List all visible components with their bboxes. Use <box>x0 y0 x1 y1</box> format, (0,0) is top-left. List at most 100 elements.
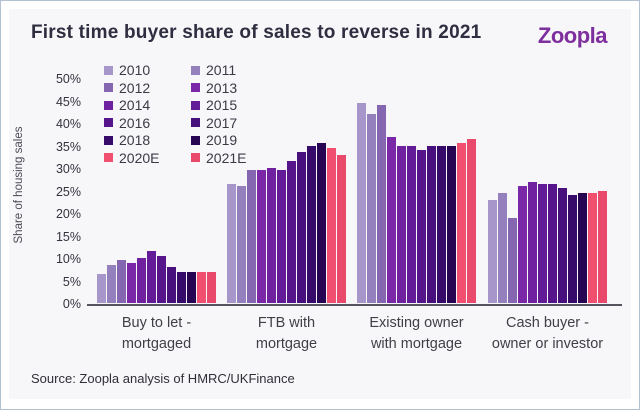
bar-2013-cat1 <box>127 262 136 303</box>
legend-label-2016: 2016 <box>119 114 151 131</box>
legend-label-2010: 2010 <box>119 62 151 78</box>
bar-2018-cat3 <box>437 145 446 303</box>
bar-2013-cat4 <box>518 186 527 303</box>
legend-swatch-2019 <box>191 135 200 145</box>
legend-swatch-2015 <box>191 100 200 110</box>
legend-item-2011: 2011 <box>191 62 246 78</box>
legend-item-2014: 2014 <box>104 97 191 113</box>
legend-swatch-2014 <box>104 100 113 110</box>
bar-2012-cat1 <box>117 260 126 303</box>
bar-group-3 <box>357 102 476 303</box>
y-tick-20: 20% <box>55 207 81 221</box>
category-label-3: Existing owner with mortgage <box>369 315 464 352</box>
bar-2011-cat4 <box>498 192 507 303</box>
legend-label-2015: 2015 <box>206 97 238 113</box>
bar-2012-cat3 <box>377 105 386 303</box>
y-tick-0: 0% <box>62 297 81 311</box>
legend-swatch-2016 <box>104 118 113 127</box>
bar-2020E-cat4 <box>588 192 597 303</box>
bar-2015-cat2 <box>277 170 286 303</box>
bar-group-2 <box>227 143 346 303</box>
source-note: Source: Zoopla analysis of HMRC/UKFinanc… <box>31 371 295 386</box>
category-label-1: Buy to let - mortgaged <box>121 315 192 352</box>
bar-2016-cat2 <box>287 161 296 303</box>
bar-2016-cat1 <box>157 255 166 303</box>
legend-label-2020E: 2020E <box>119 149 160 166</box>
bar-2017-cat4 <box>558 188 567 303</box>
bar-2021E-cat4 <box>598 190 607 303</box>
bar-2021E-cat1 <box>207 271 216 303</box>
bar-2016-cat4 <box>548 183 557 303</box>
bar-2020E-cat3 <box>457 143 466 303</box>
bar-2013-cat3 <box>387 136 396 303</box>
bar-2011-cat3 <box>367 114 376 303</box>
legend-swatch-2011 <box>191 65 200 75</box>
bar-2021E-cat3 <box>467 138 476 303</box>
legend-label-2017: 2017 <box>206 114 238 131</box>
bar-2013-cat2 <box>257 170 266 303</box>
y-tick-50: 50% <box>55 72 81 86</box>
bar-group-4 <box>488 181 607 303</box>
bar-2011-cat2 <box>237 186 246 303</box>
bar-2018-cat1 <box>177 271 186 303</box>
bar-2016-cat3 <box>417 150 426 303</box>
y-tick-35: 35% <box>55 139 81 154</box>
bar-2012-cat4 <box>508 217 517 303</box>
bar-2020E-cat1 <box>197 271 206 303</box>
legend-item-2010: 2010 <box>104 62 191 78</box>
bar-2018-cat4 <box>568 195 577 303</box>
bar-2017-cat1 <box>167 267 176 303</box>
legend-item-2021E: 2021E <box>191 149 247 166</box>
bar-2010-cat3 <box>357 102 366 303</box>
bar-2015-cat3 <box>407 145 416 303</box>
y-tick-40: 40% <box>55 117 81 131</box>
chart-legend: 2010 2011 2012 2013 2014 2015 2016 2017 2018 2019… <box>104 62 247 166</box>
legend-label-2018: 2018 <box>119 132 151 148</box>
y-tick-10: 10% <box>55 252 81 266</box>
legend-swatch-2020E <box>104 153 113 162</box>
legend-label-2014: 2014 <box>119 97 151 113</box>
bar-2021E-cat2 <box>337 154 346 303</box>
bar-2014-cat2 <box>267 168 276 303</box>
bar-2014-cat4 <box>528 181 537 303</box>
bar-2010-cat4 <box>488 199 497 303</box>
bar-2012-cat2 <box>247 170 256 303</box>
bar-2018-cat2 <box>307 145 316 303</box>
legend-item-2016: 2016 <box>104 114 191 131</box>
category-label-2: FTB with mortgage <box>255 315 318 352</box>
legend-label-2012: 2012 <box>119 79 151 96</box>
bar-2010-cat2 <box>227 183 236 303</box>
legend-swatch-2013 <box>191 83 200 92</box>
legend-label-2013: 2013 <box>206 79 238 96</box>
bar-2010-cat1 <box>97 273 106 303</box>
chart-title: First time buyer share of sales to rever… <box>31 22 482 43</box>
bar-2017-cat2 <box>297 152 306 303</box>
y-tick-25: 25% <box>55 184 81 199</box>
y-axis-title: Share of housing sales <box>13 126 25 244</box>
bar-2017-cat3 <box>427 145 436 303</box>
bar-2014-cat1 <box>137 258 146 303</box>
legend-item-2018: 2018 <box>104 132 191 148</box>
legend-item-2015: 2015 <box>191 97 246 113</box>
bar-2015-cat4 <box>538 183 547 303</box>
legend-swatch-2012 <box>104 83 113 92</box>
bar-2020E-cat2 <box>327 147 336 303</box>
legend-label-2019: 2019 <box>206 132 238 148</box>
legend-item-2019: 2019 <box>191 132 246 148</box>
legend-label-2011: 2011 <box>206 62 237 78</box>
legend-item-2013: 2013 <box>191 79 246 96</box>
bar-2019-cat2 <box>317 143 326 303</box>
y-tick-30: 30% <box>55 162 81 176</box>
bar-group-1 <box>97 251 216 303</box>
bar-2015-cat1 <box>147 251 156 303</box>
bar-2011-cat1 <box>107 264 116 303</box>
legend-swatch-2021E <box>191 153 200 162</box>
y-tick-15: 15% <box>55 229 81 244</box>
bar-2014-cat3 <box>397 145 406 303</box>
zoopla-logo: Zoopla <box>537 23 608 48</box>
legend-item-2012: 2012 <box>104 79 191 96</box>
legend-item-2017: 2017 <box>191 114 246 131</box>
legend-label-2021E: 2021E <box>206 149 247 166</box>
category-label-4: Cash buyer - owner or investor <box>491 315 604 352</box>
